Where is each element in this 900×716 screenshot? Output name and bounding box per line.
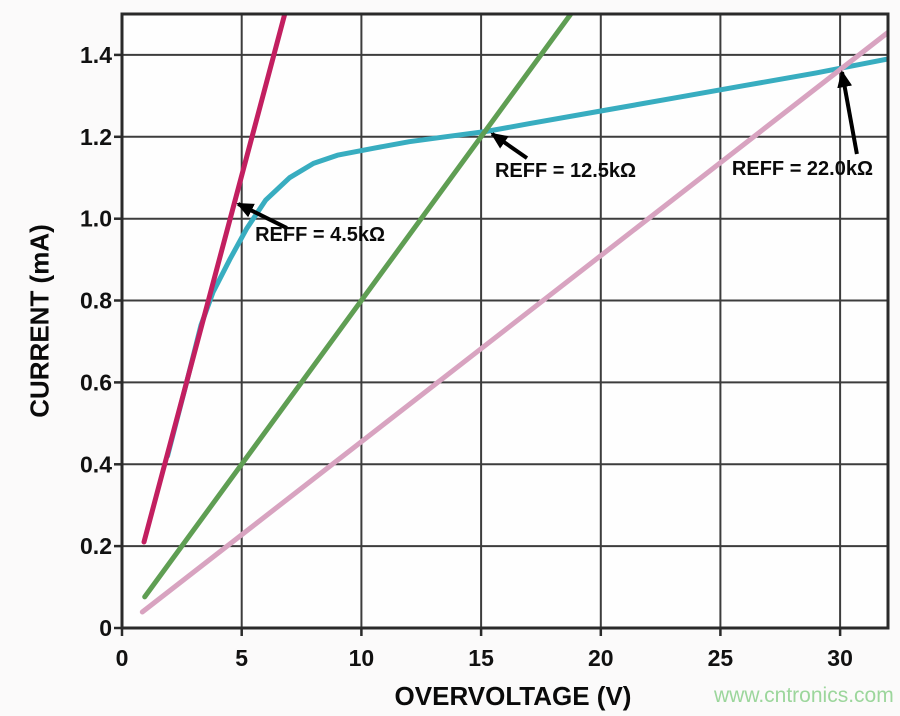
series-reff-4.5k-loadline <box>141 14 288 545</box>
x-tick-label: 5 <box>235 645 248 671</box>
x-tick-label: 0 <box>116 645 129 671</box>
annotation-reff-4.5k: REFF = 4.5kΩ <box>255 223 386 246</box>
y-tick-label: 0.2 <box>80 533 112 559</box>
x-tick-label: 30 <box>827 645 853 671</box>
annotation-arrow <box>490 132 529 160</box>
series-device-iv-curve <box>165 56 888 459</box>
annotation-reff-22.0k: REFF = 22.0kΩ <box>731 158 874 181</box>
series-reff-12.5k-loadline <box>142 14 574 600</box>
annotation-arrow <box>236 202 288 230</box>
x-tick-label: 20 <box>588 645 614 671</box>
x-tick-label: 25 <box>708 645 734 671</box>
y-tick-label: 0.8 <box>80 288 112 314</box>
y-tick-label: 0 <box>99 615 112 641</box>
x-axis-title: OVERVOLTAGE (V) <box>394 681 632 711</box>
watermark: www.cntronics.com <box>714 684 894 707</box>
y-tick-label: 0.4 <box>80 451 112 477</box>
plot-border <box>120 12 890 630</box>
series-reff-22.0k-loadline <box>139 29 888 615</box>
annotation-reff-12.5k: REFF = 12.5kΩ <box>494 160 637 183</box>
y-tick-label: 1.4 <box>80 42 112 68</box>
y-tick-label: 0.6 <box>80 369 112 395</box>
x-tick-label: 10 <box>349 645 375 671</box>
y-tick-label: 1.2 <box>80 124 112 150</box>
y-axis-title: CURRENT (mA) <box>24 224 55 418</box>
annotation-arrow <box>837 70 859 155</box>
y-tick-label: 1.0 <box>80 206 112 232</box>
x-tick-label: 15 <box>468 645 494 671</box>
